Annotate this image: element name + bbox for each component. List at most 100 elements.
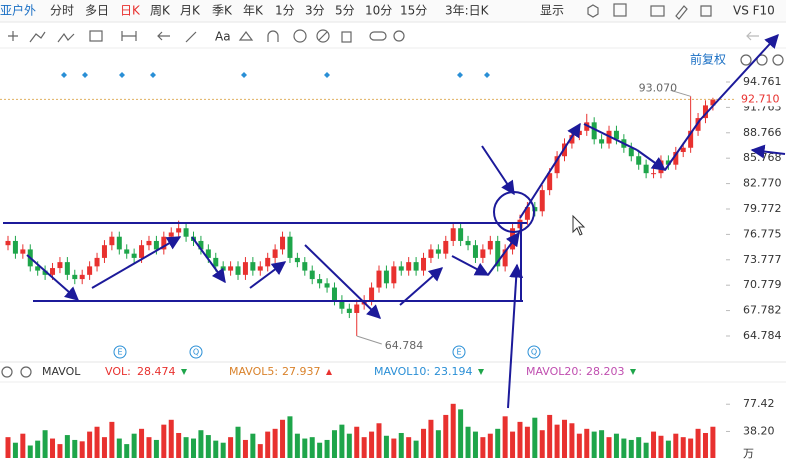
period-tab[interactable]: 季K [212,4,233,18]
volume-bar [480,437,486,458]
volume-bar [524,426,530,458]
legend-name: MAVOL5: [229,365,278,378]
event-marker-label: E [456,348,461,357]
candle-body [220,266,226,271]
drawing-toolbar[interactable] [1,3,784,378]
candle-body [465,240,471,246]
candle-body [287,236,293,258]
candle-body [702,105,708,119]
candle-body [354,304,360,313]
indicator-name: MAVOL [42,365,81,378]
max-label: 93.070 [639,81,678,94]
candle-body [168,232,174,237]
candle-body [688,130,694,148]
period-tab[interactable]: 年K [243,4,264,18]
period-tab[interactable]: 15分 [400,4,427,18]
candle-body [591,122,597,140]
volume-bar [57,444,63,458]
volume-bar [139,428,145,458]
volume-bar [532,417,538,458]
volume-bar [346,433,352,458]
candle-body [651,173,657,175]
event-marker [527,345,541,359]
y-tick-label: 77.42 [743,397,775,410]
toolbar-right[interactable]: VS F10 [733,4,775,18]
candle-body [413,262,419,271]
candle-body [324,283,330,288]
volume-bar [191,438,196,458]
candle-body [198,240,204,250]
text-tool[interactable]: Aa [215,30,231,44]
y-tick-label: 88.766 [743,126,782,139]
volume-bar [361,437,367,458]
max-leader [670,89,691,97]
candle-body [205,249,211,258]
event-marker [113,345,127,359]
legend-name: VOL: [105,365,131,378]
period-tab[interactable]: 分时 [50,4,74,18]
volume-bar [554,424,560,458]
legend-value: 28.203 [586,365,625,378]
volume-bar [502,416,508,458]
volume-bar [443,414,449,458]
last-price-box [735,92,786,107]
candle-body [673,151,679,165]
candle-body [72,274,78,280]
volume-bar [20,433,26,458]
y-tick-label: 76.775 [743,227,782,240]
candle-body [346,308,352,313]
period-tab[interactable]: 3分 [305,4,325,18]
candle-body [547,173,553,191]
volume-bar [547,414,553,458]
candle-body [35,266,41,271]
volume-bar [161,424,167,458]
candle-body [161,236,167,250]
volume-bar [79,441,85,458]
candle-body [87,266,93,275]
candle-body [213,257,219,267]
y-tick-label: 67.782 [743,304,782,317]
candle-body [495,240,501,267]
period-tab[interactable]: 周K [150,4,171,18]
period-tab[interactable]: 5分 [335,4,355,18]
volume-bar [354,426,360,458]
volume-bar [383,435,389,458]
volume-bar [235,426,241,458]
period-tab[interactable]: 多日 [85,4,109,18]
candle-body [265,257,271,267]
volume-bar [27,445,33,458]
candle-body [228,266,234,271]
period-tab[interactable]: 1分 [275,4,295,18]
period-tab[interactable]: 3年:日K [445,4,490,18]
candle-body [94,257,100,267]
volume-bar [87,431,93,458]
period-tab[interactable]: 月K [180,4,201,18]
market-label[interactable]: 亚户外 [0,3,36,18]
volume-bar [680,437,686,458]
candle-body [443,240,449,254]
period-tab[interactable]: 日K [120,4,141,18]
candle-body [680,147,686,152]
candle-body [710,99,716,106]
candle-body [406,262,412,271]
volume-bar [213,440,219,458]
adjust-label[interactable]: 前复权 [690,52,726,67]
volume-bar [562,419,567,458]
volume-bar [369,431,375,458]
candle-body [539,190,545,212]
volume-bar [710,426,716,458]
y-tick-label: 94.761 [743,75,782,88]
volume-bar [628,439,634,458]
candle-body [139,245,145,258]
volume-bar [472,431,478,458]
volume-bar [124,444,130,458]
toolbar-right[interactable]: 显示 [540,4,564,18]
volume-bar [391,438,397,458]
period-tab[interactable]: 10分 [365,4,392,18]
volume-bar [272,428,278,458]
candle-body [428,249,434,258]
volume-bar [584,428,590,458]
candle-body [235,266,241,275]
volume-bar [658,435,664,458]
candle-body [339,300,345,309]
